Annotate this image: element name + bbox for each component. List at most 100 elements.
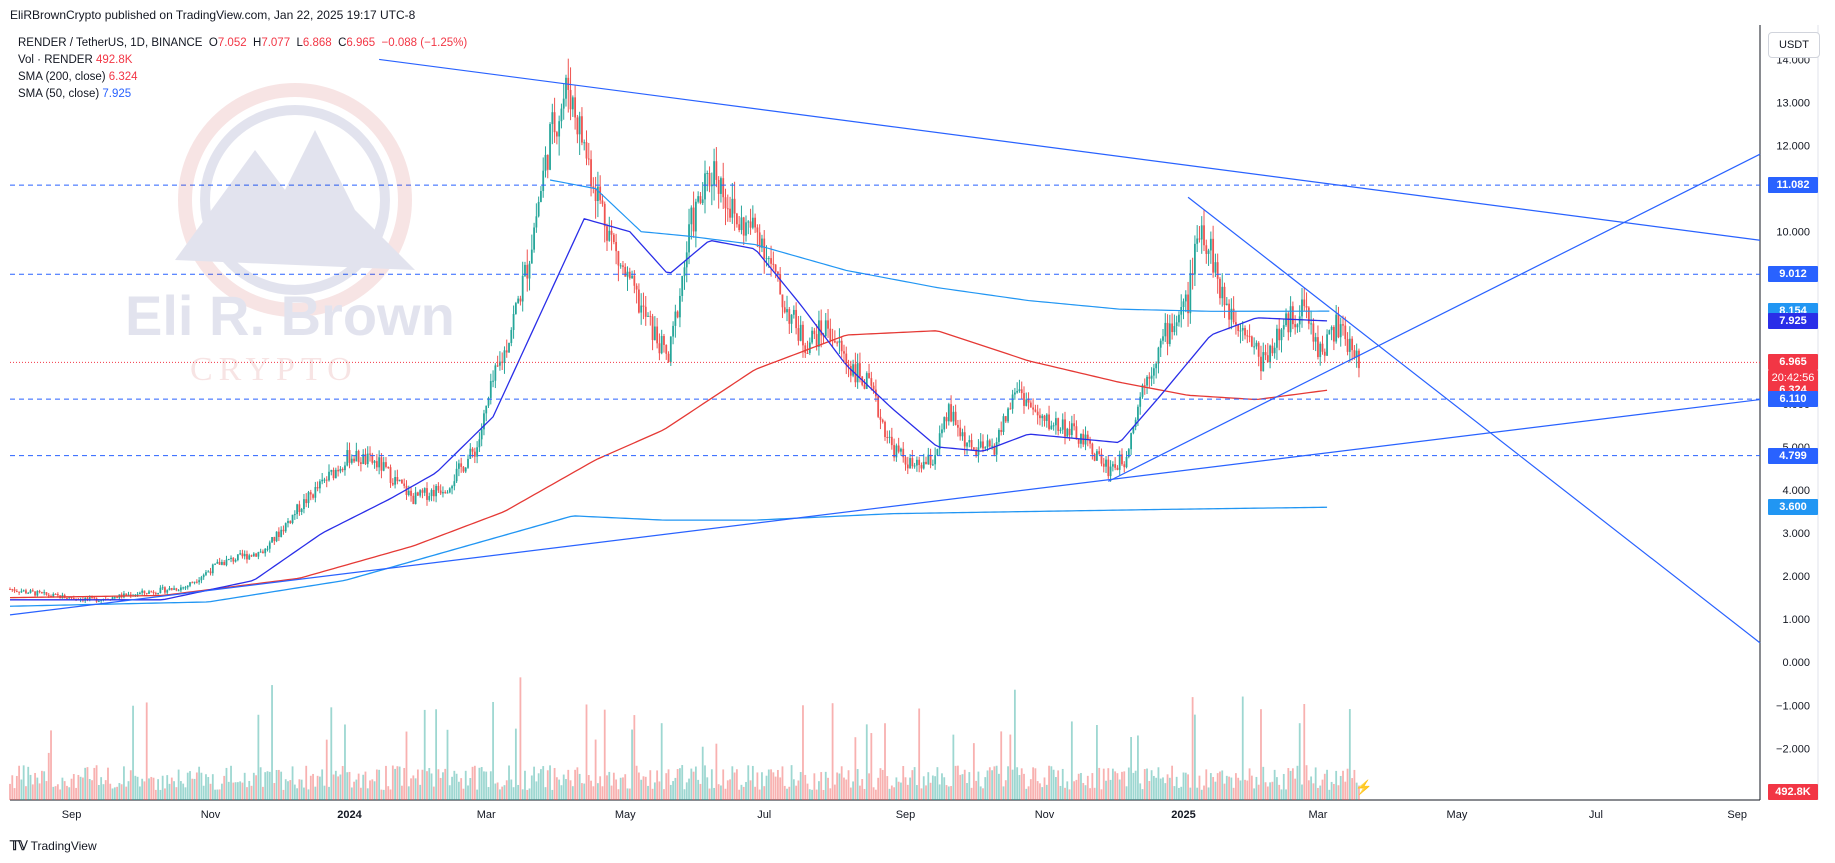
candle-body xyxy=(1057,418,1060,431)
candle-body xyxy=(514,303,517,314)
sma50-label[interactable]: SMA (50, close) xyxy=(18,88,100,100)
sma200-label[interactable]: SMA (200, close) xyxy=(18,71,106,83)
symbol-label[interactable]: RENDER / TetherUS, 1D, BINANCE xyxy=(18,37,203,49)
volume-bar xyxy=(1180,786,1183,800)
volume-bar xyxy=(369,780,371,800)
volume-bar xyxy=(1064,787,1066,800)
volume-bar xyxy=(70,778,73,800)
volume-bar xyxy=(1305,765,1308,800)
candle-body xyxy=(1235,322,1237,325)
volume-bar xyxy=(610,785,613,800)
volume-bar xyxy=(1221,770,1224,800)
volume-bar xyxy=(756,772,759,800)
volume-bar xyxy=(838,773,841,800)
candle-body xyxy=(906,464,909,469)
change-value: −0.088 (−1.25%) xyxy=(381,37,468,49)
candle-body xyxy=(770,258,772,264)
volume-bar xyxy=(1130,737,1132,800)
volume-bar xyxy=(432,786,435,800)
candle-body xyxy=(1198,238,1201,240)
volume-bar xyxy=(1111,768,1114,800)
candle-body xyxy=(1207,250,1210,254)
volume-bar xyxy=(868,773,870,800)
candle-body xyxy=(982,441,984,449)
candle-body xyxy=(909,458,911,469)
candle-body xyxy=(1118,454,1121,470)
volume-bar xyxy=(467,785,469,800)
candle-body xyxy=(1287,313,1290,333)
volume-bar xyxy=(729,779,731,800)
candle-body xyxy=(676,311,679,318)
volume-bar xyxy=(1066,781,1069,800)
volume-bar xyxy=(845,779,848,800)
candle-body xyxy=(644,306,647,317)
candle-body xyxy=(437,485,440,491)
candle-body xyxy=(1086,434,1089,440)
candle-body xyxy=(945,417,948,422)
volume-bar xyxy=(202,785,205,800)
candle-body xyxy=(246,553,248,560)
currency-button[interactable]: USDT xyxy=(1768,32,1820,58)
volume-bar xyxy=(562,774,565,800)
volume-bar xyxy=(1109,779,1112,800)
volume-bar xyxy=(1326,769,1328,800)
candle-body xyxy=(544,154,547,171)
candle-body xyxy=(628,271,631,279)
volume-bar xyxy=(416,769,419,800)
volume-bar xyxy=(1116,773,1119,800)
volume-bar xyxy=(745,781,747,800)
volume-bar xyxy=(218,789,221,800)
candle-body xyxy=(957,424,959,428)
volume-label[interactable]: Vol · RENDER xyxy=(18,54,93,66)
volume-bar xyxy=(1143,769,1146,800)
candle-body xyxy=(216,561,219,564)
volume-bar xyxy=(528,788,531,800)
candle-body xyxy=(558,121,561,137)
candle-body xyxy=(1096,451,1098,461)
volume-bar xyxy=(813,773,816,800)
volume-bar xyxy=(1152,775,1155,800)
candle-body xyxy=(505,350,508,353)
candle-body xyxy=(1023,393,1025,406)
volume-bar xyxy=(1332,783,1335,800)
volume-bar xyxy=(457,781,460,800)
candle-body xyxy=(328,471,330,481)
tradingview-logo-icon[interactable]: 𝕋𝕍 xyxy=(10,838,28,853)
candle-body xyxy=(1114,464,1117,468)
volume-bar xyxy=(107,767,109,800)
volume-bar xyxy=(293,784,296,800)
candle-body xyxy=(499,361,501,366)
candle-body xyxy=(1342,324,1344,326)
volume-bar xyxy=(120,784,123,800)
volume-bar xyxy=(587,775,590,800)
candle-body xyxy=(1052,425,1055,427)
candle-body xyxy=(710,184,713,187)
candle-body xyxy=(173,588,175,590)
volume-bar xyxy=(881,769,884,800)
candle-body xyxy=(735,213,738,225)
candle-body xyxy=(804,345,807,354)
candle-body xyxy=(998,429,1000,442)
volume-bar xyxy=(214,789,216,800)
volume-bar xyxy=(833,784,836,800)
candle-body xyxy=(1312,323,1315,342)
volume-bar xyxy=(544,787,547,800)
volume-bar xyxy=(783,785,786,800)
alert-lightning-icon[interactable]: ⚡ xyxy=(1355,779,1372,796)
candle-body xyxy=(293,514,296,516)
footer-brand[interactable]: TradingView xyxy=(30,839,97,853)
volume-bar xyxy=(1089,788,1091,800)
volume-bar xyxy=(1118,779,1121,800)
candle-body xyxy=(334,469,337,479)
candle-body xyxy=(86,598,89,600)
volume-bar xyxy=(622,777,624,800)
volume-bar xyxy=(478,767,481,800)
y-tick-label: 4.000 xyxy=(1782,485,1810,497)
volume-bar xyxy=(1207,787,1210,800)
volume-bar xyxy=(1009,734,1012,800)
candle-body xyxy=(271,537,273,543)
candle-body xyxy=(510,329,513,344)
candle-body xyxy=(820,320,823,336)
candle-body xyxy=(410,490,412,496)
